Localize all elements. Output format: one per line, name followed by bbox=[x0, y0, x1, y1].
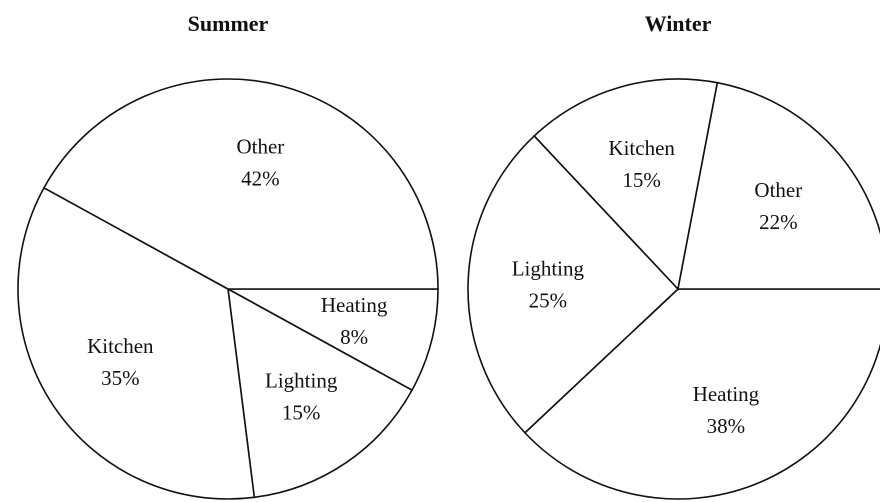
pie-slice bbox=[677, 81, 880, 290]
slice-value-label: 15% bbox=[622, 168, 661, 192]
slice-value-label: 8% bbox=[340, 325, 368, 349]
slice-label: Heating bbox=[693, 382, 760, 406]
slice-label: Lighting bbox=[512, 257, 585, 281]
pie-slice bbox=[523, 288, 880, 500]
chart-title: Summer bbox=[188, 11, 269, 36]
slice-label: Kitchen bbox=[608, 136, 675, 160]
slice-label: Kitchen bbox=[87, 334, 154, 358]
chart-title: Winter bbox=[645, 11, 712, 36]
slice-value-label: 22% bbox=[759, 210, 798, 234]
pie-slice bbox=[227, 288, 439, 392]
pie-slice bbox=[42, 78, 439, 290]
slice-value-label: 42% bbox=[241, 167, 280, 191]
slice-label: Lighting bbox=[265, 368, 338, 392]
pie-slice bbox=[17, 186, 256, 500]
pie-slice bbox=[227, 287, 414, 499]
pie-slice bbox=[467, 134, 680, 434]
slice-value-label: 38% bbox=[707, 414, 746, 438]
slice-value-label: 25% bbox=[529, 289, 568, 313]
slice-label: Other bbox=[236, 135, 284, 159]
pie-slice bbox=[533, 78, 719, 291]
slice-value-label: 35% bbox=[101, 366, 140, 390]
slice-value-label: 15% bbox=[282, 400, 321, 424]
slice-label: Heating bbox=[321, 293, 388, 317]
slice-label: Other bbox=[754, 178, 802, 202]
